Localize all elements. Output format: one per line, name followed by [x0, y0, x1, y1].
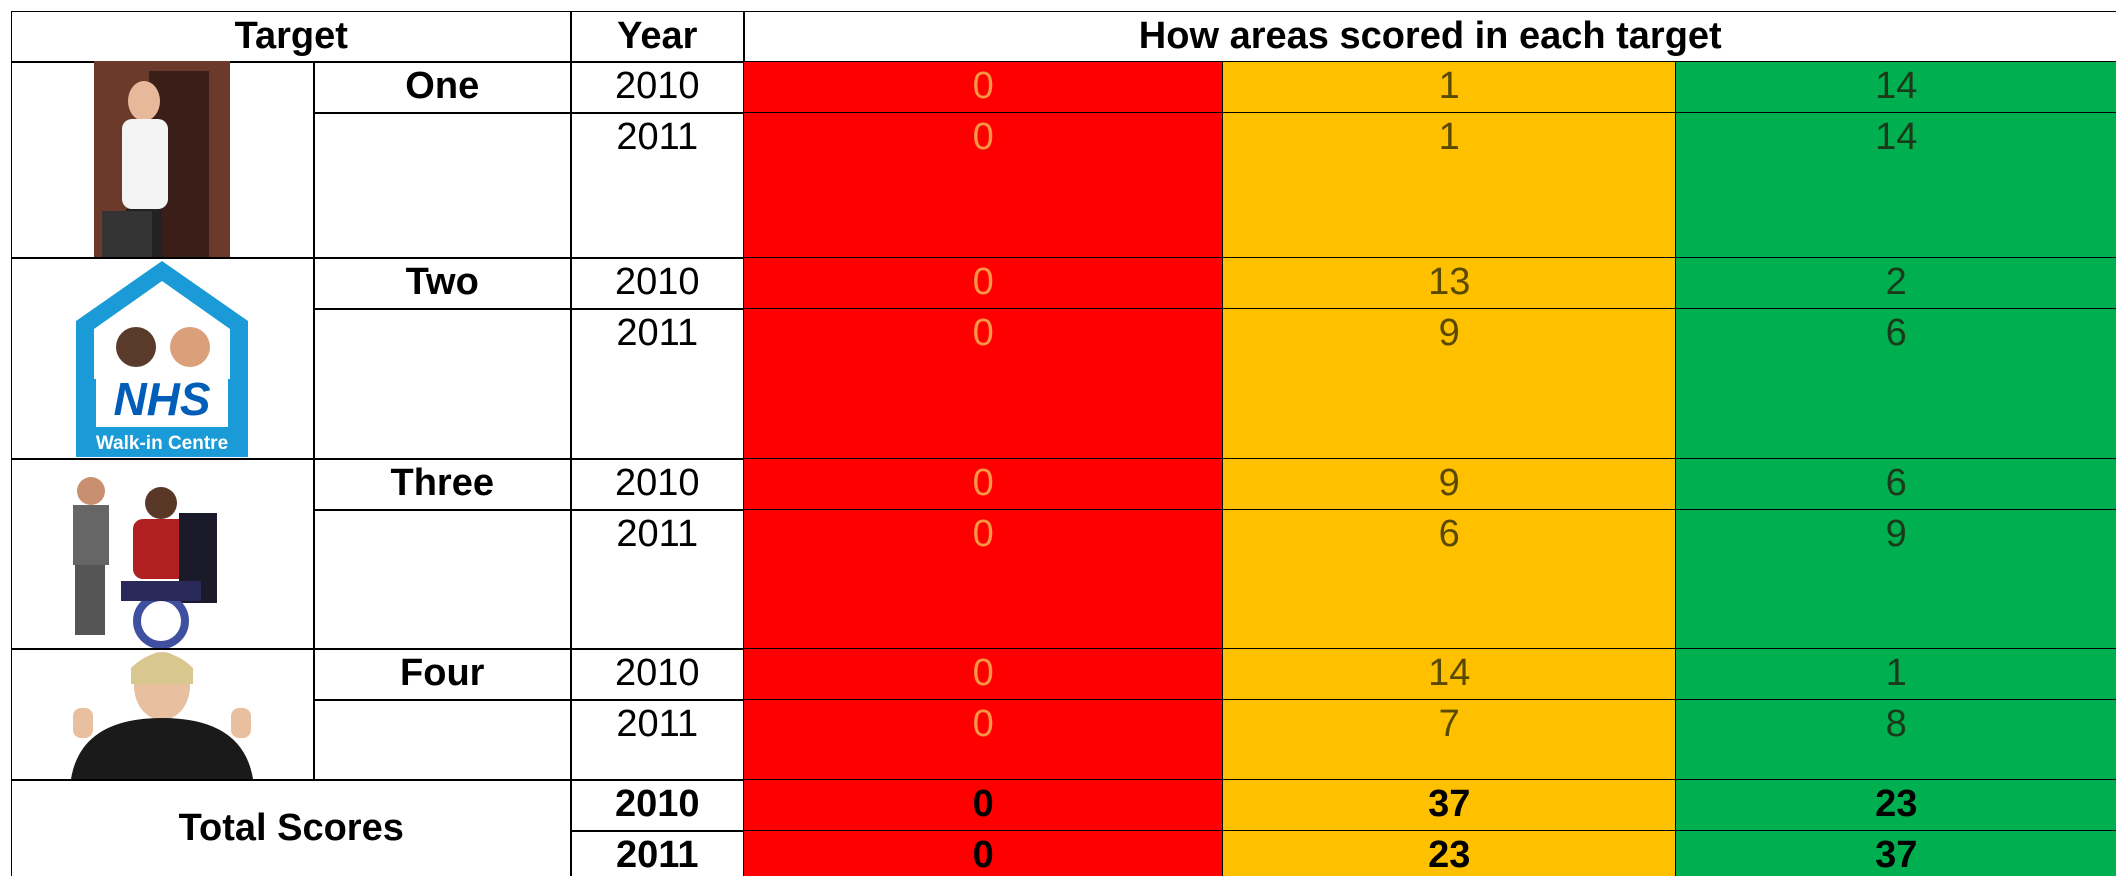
total-score: 0: [743, 830, 1224, 876]
row-score: 0: [743, 257, 1224, 310]
row-score: 0: [743, 699, 1224, 781]
total-year: 2011: [570, 830, 745, 876]
row-score: 14: [1222, 648, 1677, 701]
row-year: 2011: [570, 112, 745, 259]
logo-title: NHS: [113, 373, 210, 425]
target-name-blank: [313, 699, 572, 781]
target-name: Two: [313, 257, 572, 310]
logo-subtitle: Walk-in Centre: [96, 433, 228, 454]
row-score: 9: [1675, 509, 2116, 650]
row-score: 9: [1222, 458, 1677, 511]
photo-thumbs-up: [61, 648, 263, 779]
row-score: 0: [743, 61, 1224, 114]
page: TargetYearHow areas scored in each targe…: [0, 0, 2116, 876]
header-year: Year: [570, 11, 745, 63]
target-name: One: [313, 61, 572, 114]
row-score: 1: [1222, 112, 1677, 259]
target-name-blank: [313, 308, 572, 460]
row-score: 0: [743, 509, 1224, 650]
target-name: Three: [313, 458, 572, 511]
row-score: 0: [743, 648, 1224, 701]
target-name-blank: [313, 509, 572, 650]
row-score: 1: [1222, 61, 1677, 114]
header-scores: How areas scored in each target: [743, 11, 2116, 63]
row-year: 2011: [570, 699, 745, 781]
row-score: 8: [1675, 699, 2116, 781]
totals-label: Total Scores: [11, 779, 572, 876]
row-score: 6: [1675, 458, 2116, 511]
logo-nhs: NHS Walk-in Centre: [74, 259, 250, 459]
row-score: 0: [743, 458, 1224, 511]
row-score: 0: [743, 112, 1224, 259]
row-year: 2010: [570, 257, 745, 310]
row-year: 2011: [570, 509, 745, 650]
header-target: Target: [11, 11, 572, 63]
photo-wheelchair: [61, 473, 223, 648]
total-score: 23: [1222, 830, 1677, 876]
row-score: 7: [1222, 699, 1677, 781]
row-score: 0: [743, 308, 1224, 460]
row-score: 13: [1222, 257, 1677, 310]
target-name-blank: [313, 112, 572, 259]
row-score: 6: [1675, 308, 2116, 460]
row-score: 2: [1675, 257, 2116, 310]
row-score: 6: [1222, 509, 1677, 650]
total-score: 37: [1222, 779, 1677, 832]
row-year: 2010: [570, 458, 745, 511]
total-score: 23: [1675, 779, 2116, 832]
total-score: 37: [1675, 830, 2116, 876]
photo-porter: [94, 61, 230, 257]
target-name: Four: [313, 648, 572, 701]
row-year: 2010: [570, 648, 745, 701]
row-year: 2010: [570, 61, 745, 114]
row-score: 14: [1675, 112, 2116, 259]
total-score: 0: [743, 779, 1224, 832]
row-score: 1: [1675, 648, 2116, 701]
row-score: 14: [1675, 61, 2116, 114]
total-year: 2010: [570, 779, 745, 832]
row-score: 9: [1222, 308, 1677, 460]
row-year: 2011: [570, 308, 745, 460]
